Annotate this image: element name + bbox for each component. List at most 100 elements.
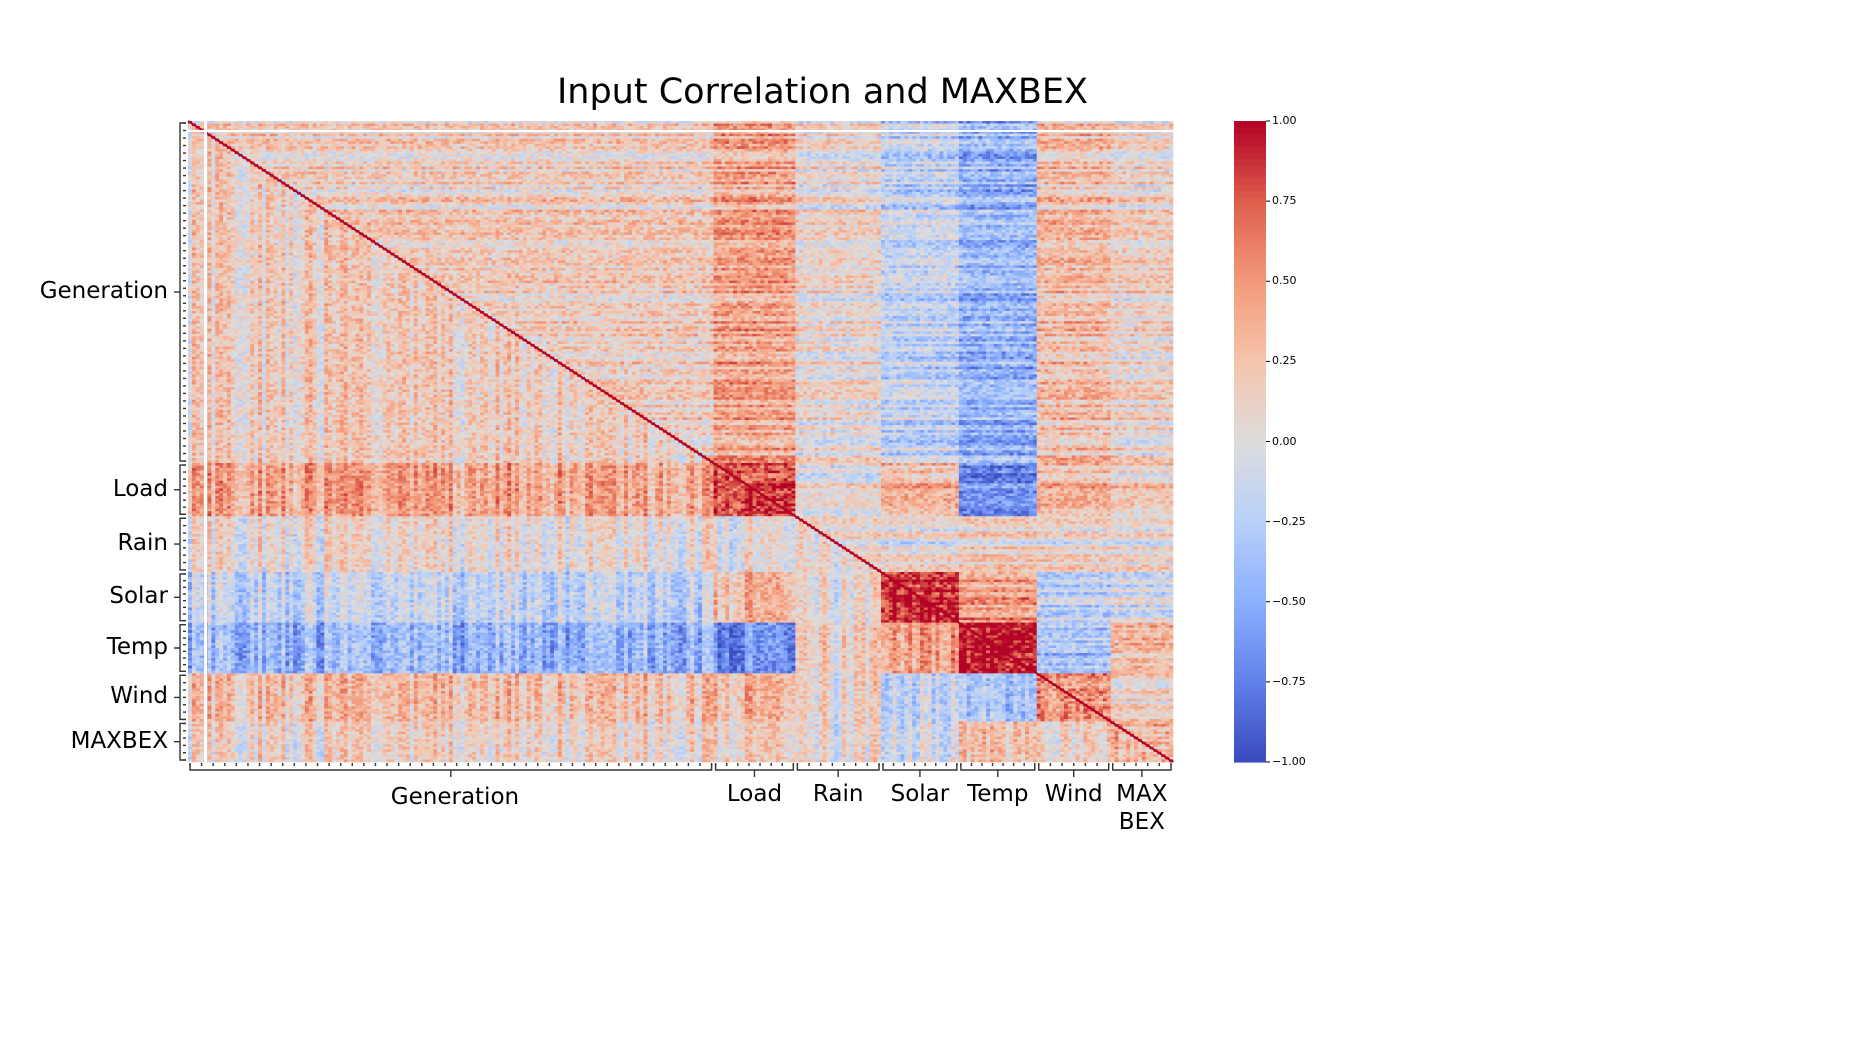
heatmap-cell bbox=[468, 139, 472, 142]
heatmap-cell bbox=[679, 126, 683, 129]
heatmap-cell bbox=[745, 121, 749, 124]
heatmap-cell bbox=[791, 136, 795, 139]
heatmap-cell bbox=[398, 126, 402, 129]
heatmap-cell bbox=[717, 136, 721, 139]
heatmap-cell bbox=[698, 139, 702, 142]
heatmap-cell bbox=[803, 121, 807, 124]
heatmap-cell bbox=[538, 124, 542, 127]
heatmap-cell bbox=[375, 134, 379, 137]
heatmap-cell bbox=[799, 134, 803, 137]
heatmap-cell bbox=[320, 126, 324, 129]
heatmap-cell bbox=[772, 124, 776, 127]
heatmap-cell bbox=[823, 136, 827, 139]
heatmap-cell bbox=[1126, 126, 1130, 129]
heatmap-cell bbox=[297, 139, 301, 142]
heatmap-cell bbox=[632, 139, 636, 142]
heatmap-cell bbox=[472, 139, 476, 142]
heatmap-cell bbox=[581, 139, 585, 142]
heatmap-cell bbox=[546, 134, 550, 137]
heatmap-cell bbox=[546, 124, 550, 127]
heatmap-cell bbox=[1122, 136, 1126, 139]
heatmap-cell bbox=[776, 121, 780, 124]
heatmap-cell bbox=[519, 136, 523, 139]
heatmap-cell bbox=[647, 139, 651, 142]
heatmap-cell bbox=[562, 126, 566, 129]
heatmap-cell bbox=[250, 121, 254, 124]
heatmap-cell bbox=[278, 124, 282, 127]
heatmap-cell bbox=[776, 136, 780, 139]
heatmap-cell bbox=[982, 134, 986, 137]
heatmap-cell bbox=[352, 136, 356, 139]
heatmap-cell bbox=[916, 134, 920, 137]
heatmap-cell bbox=[243, 126, 247, 129]
heatmap-cell bbox=[908, 134, 912, 137]
heatmap-cell bbox=[760, 121, 764, 124]
heatmap-cell bbox=[706, 121, 710, 124]
heatmap-cell bbox=[640, 139, 644, 142]
heatmap-cell bbox=[192, 139, 196, 142]
heatmap-cell bbox=[231, 139, 235, 142]
heatmap-cell bbox=[472, 136, 476, 139]
heatmap-cell bbox=[904, 134, 908, 137]
heatmap-cell bbox=[597, 139, 601, 142]
heatmap-cell bbox=[943, 121, 947, 124]
heatmap-cell bbox=[974, 136, 978, 139]
heatmap-cell bbox=[862, 121, 866, 124]
heatmap-cell bbox=[764, 136, 768, 139]
heatmap-cell bbox=[1025, 121, 1029, 124]
heatmap-cell bbox=[768, 136, 772, 139]
heatmap-cell bbox=[1037, 124, 1041, 127]
heatmap-cell bbox=[624, 136, 628, 139]
heatmap-cell bbox=[188, 134, 192, 137]
heatmap-cell bbox=[811, 121, 815, 124]
heatmap-cell bbox=[733, 126, 737, 129]
heatmap-cell bbox=[908, 124, 912, 127]
heatmap-cell bbox=[453, 126, 457, 129]
heatmap-cell bbox=[285, 139, 289, 142]
heatmap-cell bbox=[1025, 134, 1029, 137]
heatmap-cell bbox=[379, 134, 383, 137]
heatmap-cell bbox=[316, 124, 320, 127]
heatmap-cell bbox=[340, 139, 344, 142]
heatmap-cell bbox=[496, 126, 500, 129]
heatmap-cell bbox=[289, 134, 293, 137]
heatmap-cell bbox=[488, 136, 492, 139]
heatmap-cell bbox=[955, 134, 959, 137]
heatmap-cell bbox=[1064, 134, 1068, 137]
heatmap-cell bbox=[1142, 126, 1146, 129]
heatmap-cell bbox=[663, 134, 667, 137]
heatmap-cell bbox=[375, 136, 379, 139]
heatmap-cell bbox=[375, 124, 379, 127]
heatmap-cell bbox=[511, 139, 515, 142]
heatmap-cell bbox=[628, 124, 632, 127]
heatmap-cell bbox=[1033, 136, 1037, 139]
heatmap-cell bbox=[192, 136, 196, 139]
heatmap-cell bbox=[1154, 136, 1158, 139]
heatmap-cell bbox=[1154, 134, 1158, 137]
heatmap-cell bbox=[402, 124, 406, 127]
heatmap-cell bbox=[499, 139, 503, 142]
heatmap-cell bbox=[1080, 134, 1084, 137]
heatmap-cell bbox=[1029, 124, 1033, 127]
heatmap-cell bbox=[383, 134, 387, 137]
heatmap-cell bbox=[1095, 124, 1099, 127]
heatmap-cell bbox=[967, 124, 971, 127]
heatmap-cell bbox=[235, 134, 239, 137]
heatmap-cell bbox=[624, 134, 628, 137]
heatmap-cell bbox=[515, 139, 519, 142]
heatmap-cell bbox=[515, 136, 519, 139]
heatmap-cell bbox=[1154, 126, 1158, 129]
heatmap-cell bbox=[733, 136, 737, 139]
heatmap-cell bbox=[1095, 134, 1099, 137]
heatmap-cell bbox=[908, 136, 912, 139]
heatmap-cell bbox=[998, 134, 1002, 137]
heatmap-cell bbox=[1076, 136, 1080, 139]
heatmap-cell bbox=[636, 126, 640, 129]
heatmap-cell bbox=[359, 139, 363, 142]
heatmap-cell bbox=[717, 139, 721, 142]
heatmap-cell bbox=[492, 121, 496, 124]
heatmap-cell bbox=[846, 134, 850, 137]
heatmap-cell bbox=[554, 124, 558, 127]
heatmap-cell bbox=[753, 134, 757, 137]
